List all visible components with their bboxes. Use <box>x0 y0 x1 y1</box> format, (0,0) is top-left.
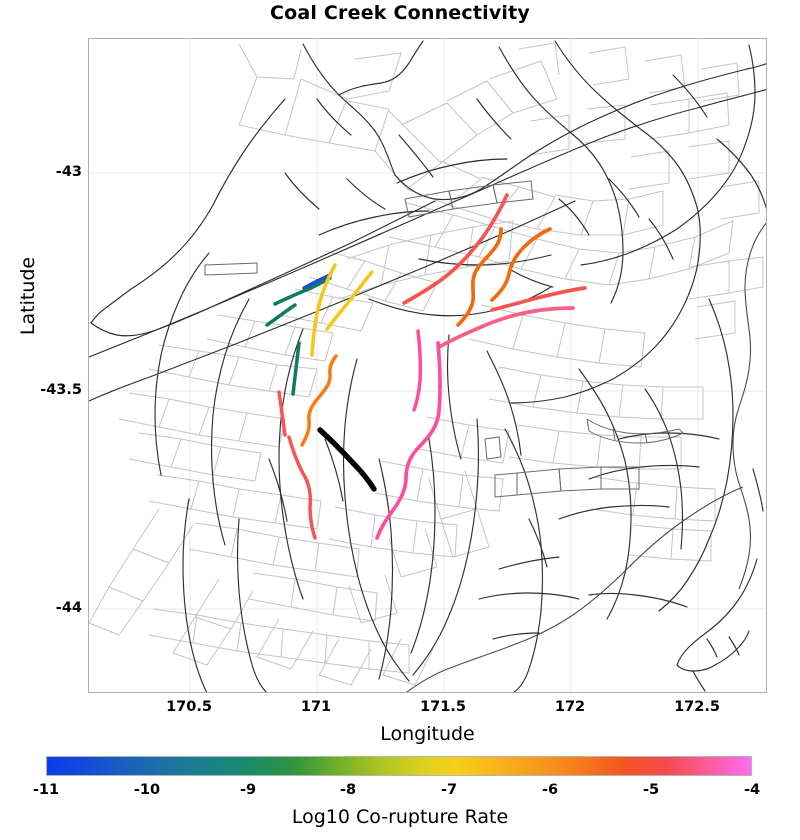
corupture-segment-magenta-long[interactable] <box>375 341 442 540</box>
background-faults-isolated <box>204 180 684 498</box>
corupture-segment-teal-c[interactable] <box>291 341 301 396</box>
xtick-label: 171 <box>300 699 332 715</box>
colorbar-tick-label: -5 <box>642 782 660 798</box>
colorbar-tick-label: -6 <box>541 782 559 798</box>
colorbar-group: -11 -10 -9 -8 -7 -6 -5 -4 Log10 Co-ruptu… <box>0 752 800 840</box>
corupture-segment-yellow-b[interactable] <box>325 270 374 331</box>
map-canvas[interactable] <box>89 39 767 693</box>
xtick-label: 172.5 <box>674 699 720 715</box>
colorbar-tick-label: -9 <box>239 782 257 798</box>
ytick-label: -43 <box>55 164 82 180</box>
corupture-segment-orange-hook-a[interactable] <box>456 227 503 327</box>
corupture-segment-teal-b[interactable] <box>265 303 297 327</box>
corupture-segment-teal-a[interactable] <box>273 276 332 306</box>
xtick-label: 170.5 <box>166 699 212 715</box>
corupture-segment-pink-long[interactable] <box>437 306 575 349</box>
colorbar-tick-label: -8 <box>339 782 357 798</box>
corupture-segment-orange-centre[interactable] <box>300 354 338 447</box>
ytick-label: -43.5 <box>40 382 82 398</box>
page-title: Coal Creek Connectivity <box>269 2 531 24</box>
corupture-segment-magenta-short[interactable] <box>412 329 423 412</box>
xtick-label: 172 <box>554 699 586 715</box>
y-axis-label: Latitude <box>17 256 39 336</box>
background-faults-dark <box>89 40 766 692</box>
colorbar-tick-label: -10 <box>133 782 161 798</box>
corupture-segments[interactable] <box>265 193 587 540</box>
x-axis-label: Longitude <box>380 723 475 745</box>
xtick-label: 171.5 <box>420 699 466 715</box>
ytick-label: -44 <box>55 600 82 616</box>
source-fault-segment[interactable] <box>317 427 377 492</box>
colorbar-tick-label: -11 <box>32 782 60 798</box>
corupture-segment-red-long[interactable] <box>402 193 509 305</box>
corupture-segment-yellow-a[interactable] <box>310 263 337 357</box>
corupture-segment-red-b[interactable] <box>287 435 317 540</box>
colorbar-tick-label: -7 <box>440 782 458 798</box>
colorbar-label: Log10 Co-rupture Rate <box>291 806 509 828</box>
corupture-segment-red-a[interactable] <box>277 390 287 437</box>
colorbar-tick-label: -4 <box>743 782 761 798</box>
corupture-segment-orange-hook-b[interactable] <box>490 227 552 302</box>
corupture-segment-salmon-right[interactable] <box>490 286 587 312</box>
colorbar-gradient[interactable] <box>46 756 752 776</box>
coastline <box>405 222 766 692</box>
map-axes[interactable] <box>88 38 767 693</box>
